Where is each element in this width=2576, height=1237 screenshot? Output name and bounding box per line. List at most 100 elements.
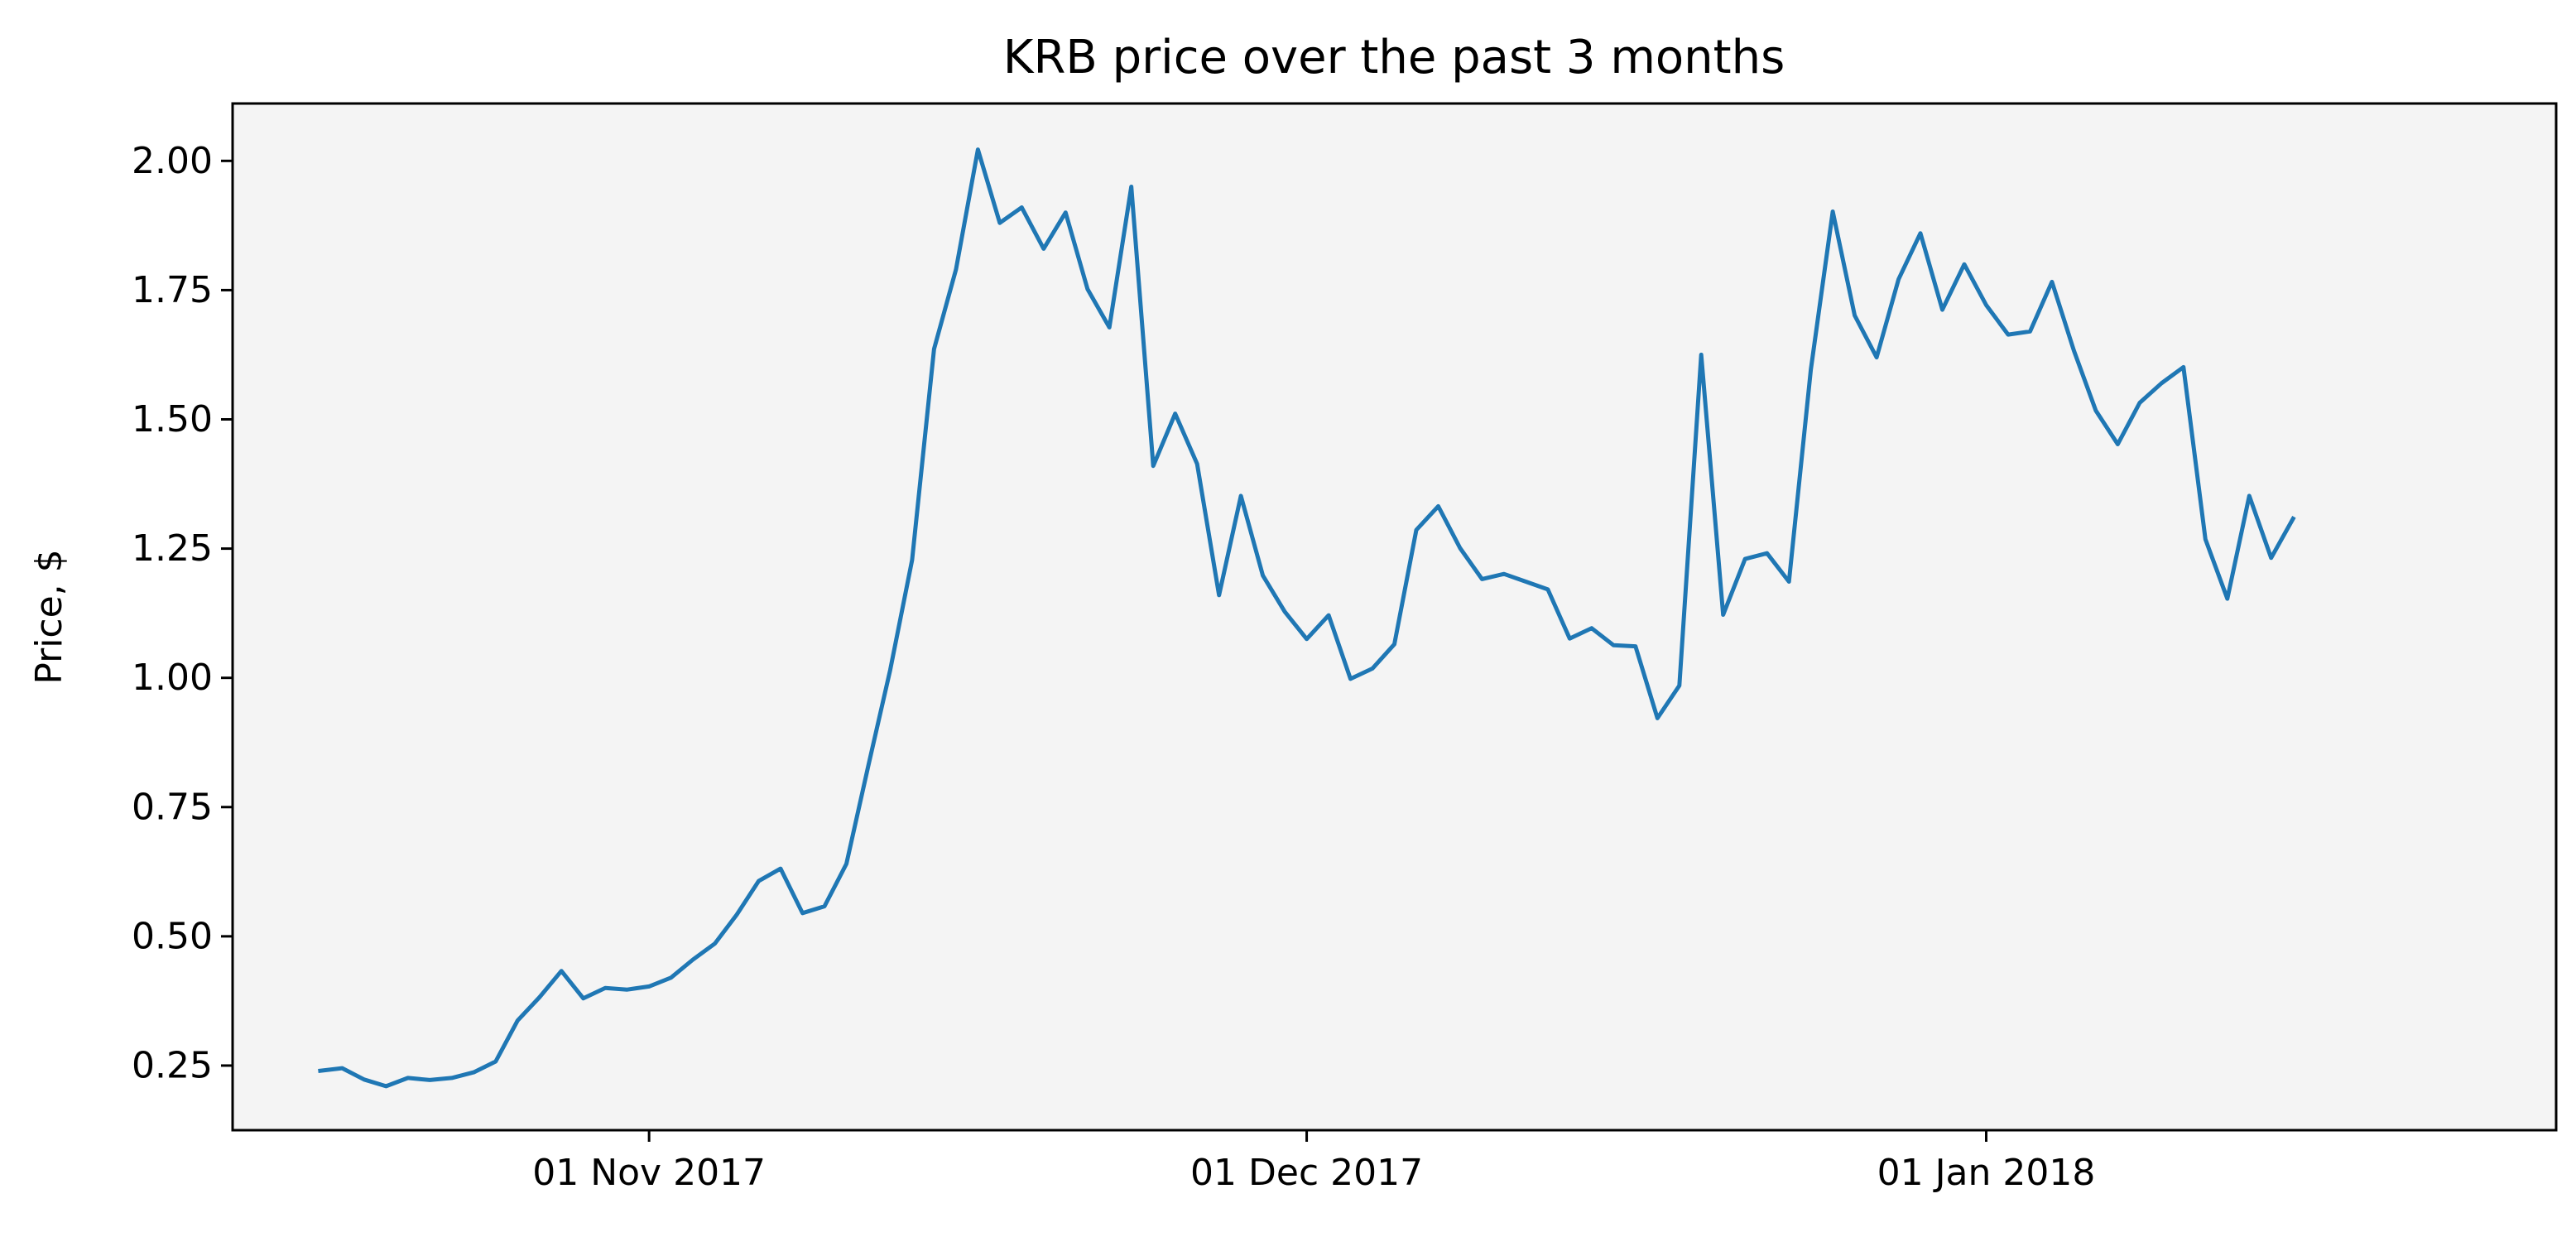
y-tick-label: 2.00 bbox=[132, 140, 213, 182]
data-point bbox=[1940, 308, 1944, 312]
data-point bbox=[1721, 613, 1725, 617]
data-point bbox=[625, 988, 629, 992]
data-point bbox=[2093, 408, 2098, 412]
series-line-krb bbox=[318, 147, 2296, 1089]
y-tick-label: 0.75 bbox=[132, 786, 213, 828]
data-point bbox=[779, 867, 783, 871]
plot-area-background bbox=[233, 103, 2556, 1130]
data-point bbox=[1919, 231, 1923, 235]
data-point bbox=[888, 668, 892, 672]
data-point bbox=[1020, 205, 1024, 209]
data-point bbox=[1984, 303, 1988, 307]
data-point bbox=[2181, 365, 2185, 369]
data-point bbox=[1875, 355, 1879, 359]
data-point bbox=[2137, 401, 2141, 405]
data-point bbox=[2225, 597, 2229, 601]
data-point bbox=[1612, 643, 1616, 647]
data-point bbox=[1568, 637, 1572, 641]
chart-title: KRB price over the past 3 months bbox=[1003, 31, 1785, 84]
data-point bbox=[1677, 684, 1681, 688]
data-point bbox=[954, 267, 958, 272]
data-point bbox=[1283, 609, 1287, 614]
data-point bbox=[2204, 537, 2208, 541]
data-point bbox=[2291, 517, 2295, 521]
data-point bbox=[910, 558, 914, 562]
data-point bbox=[1129, 185, 1133, 189]
data-point bbox=[340, 1066, 344, 1071]
data-point bbox=[2028, 330, 2032, 334]
data-point bbox=[844, 862, 848, 866]
data-point bbox=[735, 912, 739, 917]
data-point bbox=[1041, 247, 1045, 251]
data-point bbox=[757, 879, 761, 883]
data-point bbox=[362, 1077, 366, 1081]
data-point bbox=[1348, 676, 1353, 681]
data-point bbox=[1436, 504, 1440, 508]
data-point bbox=[1743, 557, 1747, 561]
data-point bbox=[1896, 277, 1901, 282]
data-point bbox=[1633, 644, 1637, 648]
data-point bbox=[1545, 587, 1550, 591]
data-point bbox=[2160, 381, 2164, 385]
data-point bbox=[1085, 287, 1089, 291]
x-tick-label: 01 Jan 2018 bbox=[1877, 1152, 2096, 1194]
data-point bbox=[1458, 546, 1462, 551]
data-point bbox=[1173, 412, 1177, 416]
data-point bbox=[1765, 551, 1769, 556]
data-point bbox=[1415, 528, 1419, 532]
data-point bbox=[318, 1069, 322, 1073]
y-axis-label: Price, $ bbox=[28, 549, 70, 684]
data-point bbox=[2072, 349, 2076, 353]
data-point bbox=[449, 1076, 454, 1080]
data-point bbox=[713, 941, 717, 946]
data-point bbox=[1327, 614, 1331, 618]
data-point bbox=[2247, 493, 2252, 498]
data-point bbox=[1787, 580, 1791, 584]
y-tick-label: 1.00 bbox=[132, 657, 213, 699]
data-point bbox=[1371, 667, 1375, 671]
y-tick-label: 1.25 bbox=[132, 527, 213, 570]
data-point bbox=[1809, 368, 1813, 372]
data-point bbox=[2116, 442, 2120, 446]
data-point bbox=[1699, 353, 1704, 357]
data-point bbox=[1064, 210, 1068, 214]
data-point bbox=[823, 904, 827, 908]
data-point bbox=[472, 1071, 476, 1075]
data-point bbox=[647, 984, 651, 989]
data-point bbox=[428, 1078, 432, 1082]
y-tick-label: 0.25 bbox=[132, 1044, 213, 1086]
y-tick-label: 0.50 bbox=[132, 915, 213, 957]
data-point bbox=[560, 969, 564, 973]
data-point bbox=[1656, 716, 1660, 720]
data-point bbox=[976, 147, 980, 152]
data-point bbox=[997, 221, 1002, 225]
y-axis-ticks: 0.25 0.50 0.75 1.00 1.25 1.50 1.75 2.00 bbox=[132, 140, 233, 1086]
data-point bbox=[2050, 280, 2054, 284]
data-point bbox=[1239, 493, 1243, 498]
data-point bbox=[2269, 556, 2273, 560]
data-point bbox=[1151, 464, 1156, 468]
data-point bbox=[493, 1060, 497, 1064]
data-point bbox=[1853, 314, 1857, 318]
data-point bbox=[1480, 577, 1484, 581]
data-point bbox=[2006, 333, 2011, 337]
x-axis-ticks: 01 Nov 2017 01 Dec 2017 01 Jan 2018 bbox=[532, 1130, 2095, 1194]
y-tick-label: 1.75 bbox=[132, 269, 213, 311]
data-point bbox=[1524, 580, 1528, 584]
data-point bbox=[581, 996, 585, 1000]
plot-frame bbox=[231, 102, 2558, 1132]
x-tick-label: 01 Dec 2017 bbox=[1190, 1152, 1423, 1194]
data-point bbox=[1195, 462, 1199, 466]
data-point bbox=[516, 1018, 520, 1023]
x-tick-label: 01 Nov 2017 bbox=[532, 1152, 766, 1194]
data-point bbox=[406, 1076, 410, 1080]
data-point bbox=[932, 347, 936, 351]
data-point bbox=[1305, 637, 1309, 641]
data-point bbox=[537, 995, 541, 999]
data-point bbox=[867, 763, 871, 768]
y-tick-label: 1.50 bbox=[132, 398, 213, 440]
data-point bbox=[800, 911, 805, 915]
data-point bbox=[1261, 574, 1265, 578]
